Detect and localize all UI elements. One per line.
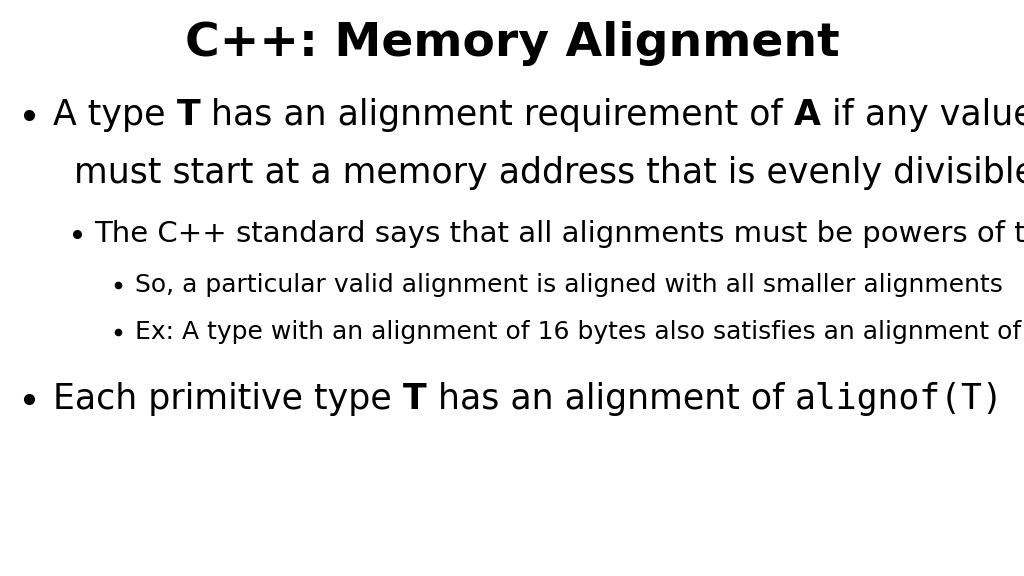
Text: The C++ standard says that all alignments must be powers of two: The C++ standard says that all alignment… bbox=[94, 220, 1024, 248]
Text: alignof(T): alignof(T) bbox=[795, 381, 1004, 416]
Text: T: T bbox=[177, 98, 201, 132]
Text: A type: A type bbox=[53, 98, 177, 132]
Text: So, a particular valid alignment is aligned with all smaller alignments: So, a particular valid alignment is alig… bbox=[135, 272, 1004, 297]
Text: A: A bbox=[795, 98, 821, 132]
Text: must start at a memory address that is evenly divisible by: must start at a memory address that is e… bbox=[74, 156, 1024, 190]
Text: Each primitive type: Each primitive type bbox=[53, 381, 403, 416]
Text: C++: Memory Alignment: C++: Memory Alignment bbox=[184, 21, 840, 66]
Text: if any value of type: if any value of type bbox=[821, 98, 1024, 132]
Text: has an alignment of: has an alignment of bbox=[427, 381, 795, 416]
Text: Ex: A type with an alignment of 16 bytes also satisfies an alignment of 8 bytes: Ex: A type with an alignment of 16 bytes… bbox=[135, 320, 1024, 344]
Text: T: T bbox=[403, 381, 427, 416]
Text: has an alignment requirement of: has an alignment requirement of bbox=[201, 98, 795, 132]
